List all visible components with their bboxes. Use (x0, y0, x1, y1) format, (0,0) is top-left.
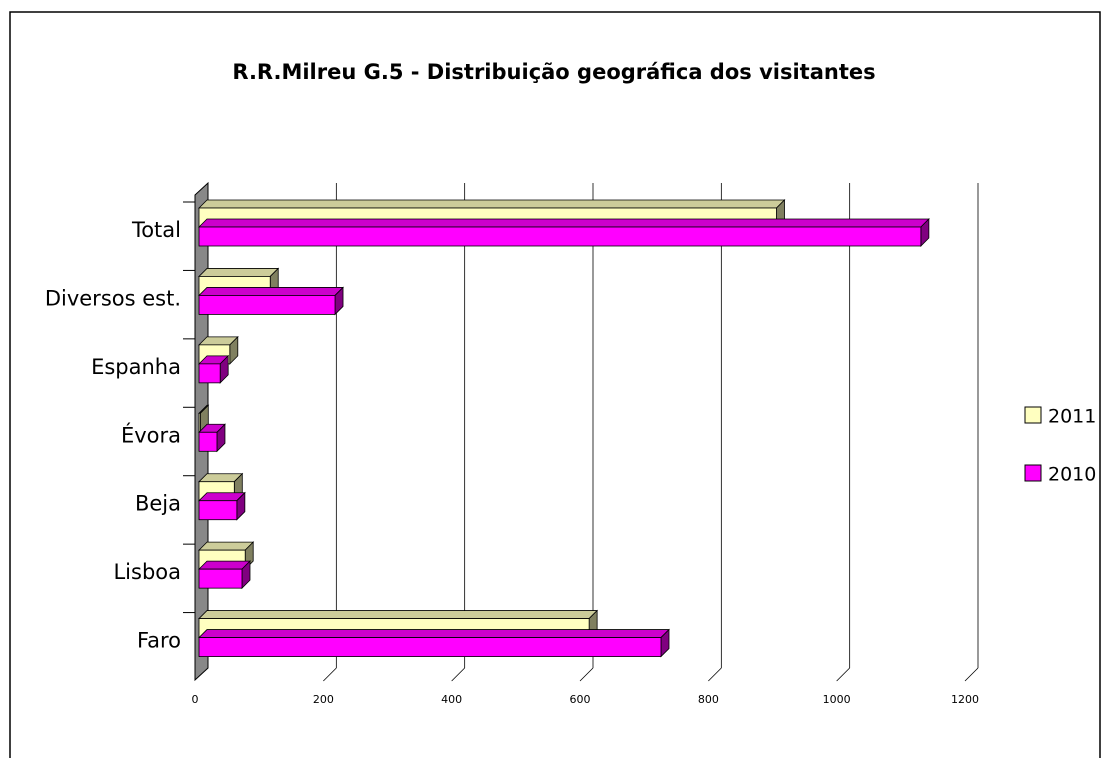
bar (198, 423, 226, 453)
y-tick-label: Espanha (91, 355, 181, 379)
bar-face (198, 295, 336, 315)
bar-face (198, 218, 930, 228)
bar-face (198, 268, 280, 277)
y-tick-label: Lisboa (113, 560, 181, 584)
bar-face (198, 226, 922, 247)
y-tick-label: Évora (121, 422, 181, 447)
bar (198, 354, 230, 384)
x-tick-label: 0 (192, 693, 199, 706)
bar-face (198, 629, 670, 638)
y-tick-label: Beja (135, 492, 181, 516)
grid-line (451, 667, 465, 682)
bar-face (198, 363, 221, 384)
bar (198, 286, 344, 316)
bar-face (198, 637, 662, 657)
x-tick-label: 800 (698, 693, 719, 706)
grid-line (579, 667, 594, 682)
legend-swatch (1024, 464, 1042, 482)
bar (198, 491, 246, 521)
chart-title: R.R.Milreu G.5 - Distribuição geográfica… (232, 60, 875, 84)
bar-face (198, 287, 344, 296)
bar-face (198, 560, 251, 570)
bar-face (198, 541, 255, 551)
bar-face (198, 199, 786, 209)
legend-label: 2011 (1048, 406, 1096, 428)
grid-line (964, 667, 979, 682)
y-tick-label: Faro (137, 629, 181, 653)
x-tick-label: 600 (570, 693, 591, 706)
bar (198, 628, 670, 658)
grid-line (836, 667, 850, 682)
y-tick-label: Total (131, 218, 181, 242)
bar-face (198, 568, 243, 589)
bar-face (198, 412, 201, 433)
bar-face (198, 610, 599, 619)
bar (198, 218, 930, 247)
bar (198, 560, 251, 590)
x-tick-label: 1200 (951, 693, 979, 706)
y-tick-label: Diversos est. (45, 286, 181, 310)
legend-label: 2010 (1048, 464, 1096, 486)
grid-line (708, 667, 722, 682)
x-tick-label: 1000 (823, 693, 851, 706)
grid-line (323, 667, 337, 682)
x-tick-label: 400 (441, 693, 462, 706)
bar-face (198, 431, 218, 452)
bar-face (198, 500, 238, 521)
x-tick-label: 200 (313, 693, 334, 706)
legend-swatch (1024, 406, 1042, 424)
